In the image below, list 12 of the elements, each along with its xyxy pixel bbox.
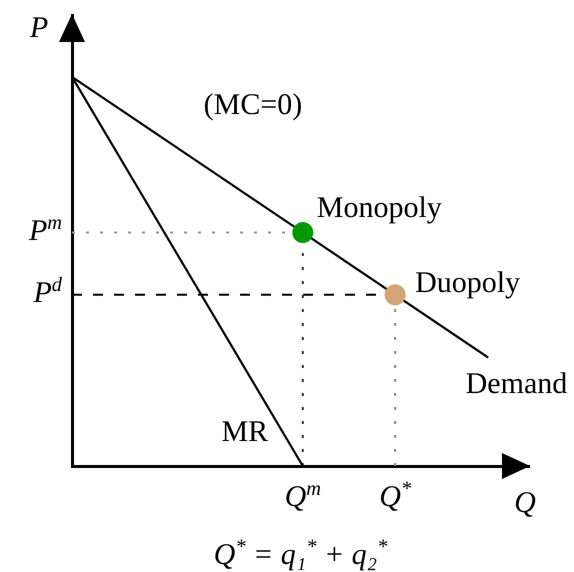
series-label: Monopoly (316, 190, 442, 224)
text: Q$^{*}$ = q₁$^{*}$ + q₂$^{*}$ (214, 536, 388, 571)
series-label: Demand (466, 367, 568, 400)
annotation: (MC=0) (204, 88, 302, 122)
ref-line-label: P$^{d}$ (33, 274, 62, 309)
ref-line-label: P$^{m}$ (28, 211, 62, 247)
y-axis-title: P (30, 11, 48, 44)
series-label: MR (221, 415, 268, 448)
x-tick-label: Q$^{m}$ (284, 478, 321, 513)
x-axis-title: Q (514, 486, 536, 519)
x-tick-label: Q$^{*}$ (379, 478, 412, 513)
series-label: Duopoly (415, 266, 520, 299)
